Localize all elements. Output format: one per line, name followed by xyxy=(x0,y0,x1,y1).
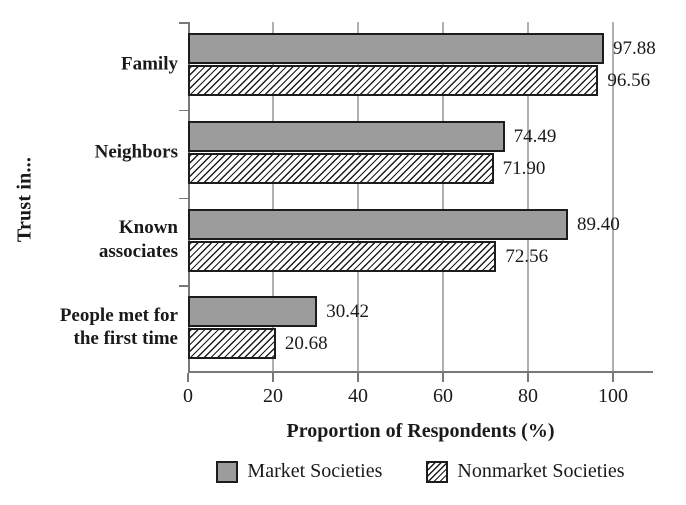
value-label: 71.90 xyxy=(502,157,546,179)
bar-nonmarket-societies xyxy=(188,240,497,272)
category-label: Known associates xyxy=(98,217,178,262)
gridline-20 xyxy=(272,22,274,373)
bar-market-societies xyxy=(188,120,505,152)
legend-label: Nonmarket Societies xyxy=(457,460,625,482)
gridline-100 xyxy=(612,22,614,373)
x-axis-tick xyxy=(612,373,614,382)
y-axis-tick xyxy=(179,285,188,287)
legend-swatch-solid xyxy=(216,460,239,483)
x-axis-tick xyxy=(527,373,529,382)
value-label: 30.42 xyxy=(326,301,370,323)
category-label: People met for the first time xyxy=(59,304,178,350)
legend: Market Societies Nonmarket Societies xyxy=(188,460,653,483)
value-label: 74.49 xyxy=(513,125,557,147)
bar-market-societies xyxy=(188,296,318,328)
value-label: 96.56 xyxy=(607,70,651,91)
x-axis-tick xyxy=(187,373,189,382)
bar-market-societies xyxy=(188,33,604,64)
value-label: 89.40 xyxy=(576,213,620,235)
value-label: 72.56 xyxy=(505,245,549,267)
value-label: 20.68 xyxy=(284,333,328,355)
legend-item-nonmarket-societies: Nonmarket Societies xyxy=(426,460,625,483)
value-label: 97.88 xyxy=(612,38,656,59)
category-label: Neighbors xyxy=(94,141,178,163)
legend-item-market-societies: Market Societies xyxy=(216,460,382,483)
gridline-40 xyxy=(357,22,359,373)
bar-nonmarket-societies xyxy=(188,328,276,360)
x-tick-label: 80 xyxy=(518,385,538,407)
x-tick-label: 100 xyxy=(598,385,628,407)
y-axis-tick xyxy=(179,197,188,200)
category-label: Family xyxy=(121,53,178,75)
x-tick-label: 40 xyxy=(348,385,368,407)
y-axis-tick xyxy=(179,109,188,112)
legend-label: Market Societies xyxy=(247,460,383,482)
y-axis-tick xyxy=(179,22,188,24)
gridline-80 xyxy=(527,22,529,373)
x-tick-label: 20 xyxy=(263,385,283,407)
plot-area: 97.88 96.56 74.49 71.90 89.40 72.56 30.42 20.68 xyxy=(179,22,656,382)
gridline-60 xyxy=(442,22,444,373)
x-axis-line xyxy=(188,371,653,373)
bar-nonmarket-societies xyxy=(188,152,494,184)
bar-nonmarket-societies xyxy=(188,65,599,96)
x-tick-label: 60 xyxy=(433,385,453,407)
x-axis-tick xyxy=(357,373,359,382)
y-axis-line xyxy=(188,22,190,373)
legend-swatch-hatched xyxy=(426,460,449,483)
x-tick-label: 0 xyxy=(183,385,193,407)
x-axis-tick xyxy=(272,373,274,382)
bar-market-societies xyxy=(188,208,568,240)
x-axis-title: Proportion of Respondents (%) xyxy=(286,420,555,442)
x-axis-tick xyxy=(442,373,444,382)
